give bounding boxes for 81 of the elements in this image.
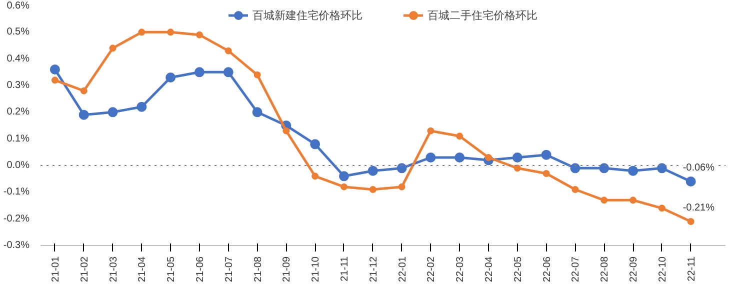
y-tick-label: 0.6% <box>6 0 30 12</box>
point <box>426 152 436 162</box>
y-tick-label: 0.2% <box>6 106 30 118</box>
point <box>312 172 319 180</box>
annotation: -0.21% <box>682 202 715 214</box>
point <box>514 164 521 172</box>
point <box>108 107 118 118</box>
point <box>50 64 60 74</box>
point <box>656 163 667 174</box>
y-tick-label: 0.0% <box>6 160 30 171</box>
x-tick-label: 22-09 <box>628 256 640 282</box>
point <box>396 163 407 174</box>
x-tick-label: 22-11 <box>686 256 698 282</box>
point <box>166 72 176 82</box>
point <box>254 71 261 78</box>
x-tick-label: 21-07 <box>224 256 235 282</box>
x-tick-label: 22-02 <box>426 256 438 282</box>
point <box>572 186 579 193</box>
x-tick-label: 22-05 <box>512 256 524 282</box>
point <box>398 183 406 190</box>
y-tick-label: 0.3% <box>6 80 30 91</box>
point <box>600 196 608 204</box>
point <box>80 87 88 94</box>
x-tick-label: 21-10 <box>310 256 322 282</box>
y-tick-label: 0.1% <box>6 133 30 144</box>
point <box>51 76 58 84</box>
x-tick-label: 21-06 <box>194 256 206 282</box>
x-tick-label: 21-02 <box>79 256 90 282</box>
point <box>686 176 696 186</box>
point <box>167 28 174 36</box>
x-tick-label: 21-08 <box>252 256 264 282</box>
point <box>484 154 492 161</box>
point <box>630 196 637 204</box>
legend-label: 百城二手住宅价格环比 <box>428 8 538 22</box>
point <box>282 127 290 134</box>
point <box>542 170 550 177</box>
point <box>541 150 552 160</box>
y-tick-label: -0.2% <box>3 213 30 224</box>
point <box>252 107 262 118</box>
point <box>512 152 522 162</box>
point <box>196 31 203 38</box>
point <box>340 183 348 190</box>
y-tick-label: 0.5% <box>6 26 30 38</box>
point <box>310 139 320 150</box>
point <box>368 166 378 176</box>
point <box>599 163 610 174</box>
point <box>687 218 694 225</box>
point <box>109 44 116 52</box>
point <box>78 110 89 120</box>
x-tick-label: 22-03 <box>455 256 466 282</box>
x-tick-label: 21-03 <box>108 256 120 282</box>
point <box>338 171 349 182</box>
point <box>658 204 666 212</box>
x-tick-label: 22-10 <box>657 256 668 282</box>
x-tick-label: 21-09 <box>282 256 293 282</box>
x-tick-label: 22-04 <box>484 256 495 282</box>
x-tick-label: 22-06 <box>542 256 553 282</box>
x-tick-label: 22-07 <box>570 256 582 282</box>
y-tick-label: 0.4% <box>6 53 30 64</box>
x-tick-label: 21-05 <box>166 256 178 282</box>
x-tick-label: 22-08 <box>600 256 611 282</box>
x-tick-label: 21-01 <box>50 256 62 282</box>
x-tick-label: 21-11 <box>339 256 350 282</box>
y-tick-label: -0.1% <box>3 186 30 198</box>
point <box>194 67 204 78</box>
x-tick-label: 21-12 <box>368 256 380 282</box>
x-tick-label: 22-01 <box>397 256 408 282</box>
legend-label: 百城新建住宅价格环比 <box>252 8 362 22</box>
point <box>369 186 376 193</box>
point <box>427 127 434 134</box>
annotation: -0.06% <box>682 162 715 174</box>
point <box>223 67 234 78</box>
x-tick-label: 21-04 <box>137 256 148 282</box>
point <box>138 28 146 36</box>
y-tick-label: -0.3% <box>3 240 30 251</box>
point <box>224 47 232 54</box>
point <box>628 166 638 176</box>
point <box>454 152 465 162</box>
point <box>136 102 147 112</box>
point <box>456 132 464 140</box>
point <box>570 163 580 174</box>
